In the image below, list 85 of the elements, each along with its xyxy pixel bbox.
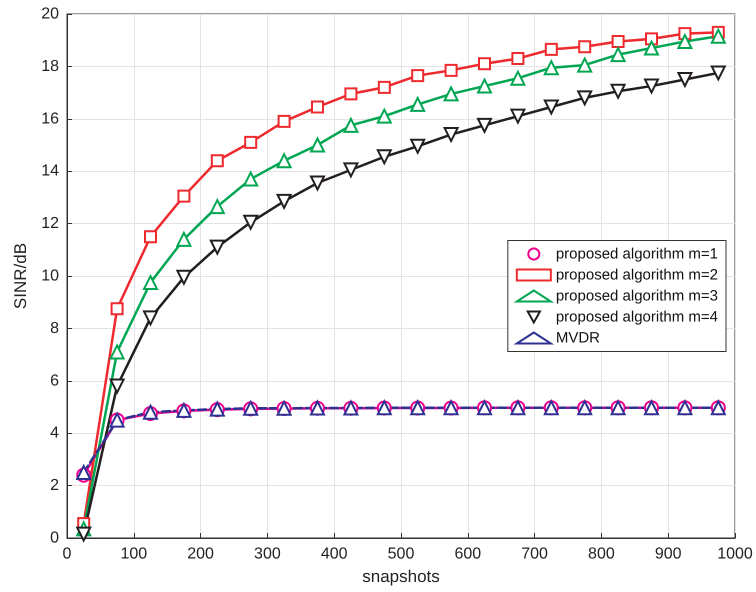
point [444, 127, 459, 142]
y-tick-label: 20 [41, 6, 60, 22]
point [243, 172, 258, 187]
x-tick-label: 100 [120, 546, 148, 562]
point [644, 40, 659, 56]
point [344, 87, 358, 100]
y-tick-label: 2 [50, 477, 60, 494]
point [177, 190, 190, 203]
x-tick-label: 500 [388, 546, 414, 562]
y-tick-label: 4 [50, 424, 60, 442]
point [376, 149, 392, 164]
point [411, 69, 424, 82]
point [210, 154, 224, 168]
point [110, 302, 124, 316]
point [544, 42, 558, 56]
point [143, 275, 158, 290]
point [478, 57, 491, 70]
point [176, 232, 192, 247]
point [76, 526, 92, 542]
legend-label: proposed algorithm m=2 [556, 266, 718, 284]
x-tick-label: 400 [320, 546, 348, 562]
point [544, 100, 559, 115]
point [511, 52, 524, 66]
point [343, 118, 358, 133]
y-tick-label: 18 [41, 58, 60, 75]
point [276, 194, 292, 209]
point [612, 35, 625, 48]
x-axis-title: snapshots [362, 567, 440, 586]
x-tick-label: 0 [62, 546, 72, 562]
point [710, 65, 726, 80]
point [110, 344, 125, 360]
point [278, 114, 291, 128]
x-tick-label: 300 [254, 546, 281, 562]
y-axis-title: SINR/dB [11, 242, 30, 310]
point [410, 96, 426, 112]
y-tick-label: 6 [50, 372, 60, 390]
legend-label: proposed algorithm m=3 [556, 288, 718, 304]
x-tick-label: 800 [588, 546, 615, 562]
x-tick-label: 1000 [717, 546, 753, 562]
point [310, 175, 325, 190]
point [677, 34, 692, 50]
point [510, 70, 526, 86]
point [577, 58, 592, 73]
point [343, 162, 358, 178]
point [577, 90, 592, 106]
point [378, 80, 391, 94]
legend-label: proposed algorithm m=1 [556, 246, 718, 262]
point [544, 60, 559, 76]
x-tick-label: 600 [454, 546, 482, 562]
point [444, 64, 458, 77]
point [444, 86, 459, 102]
point [710, 28, 726, 44]
y-tick-label: 12 [41, 215, 60, 232]
point [310, 138, 325, 152]
point [610, 47, 626, 62]
point [510, 108, 526, 124]
legend-label: MVDR [556, 330, 600, 346]
point [76, 465, 92, 480]
x-tick-label: 200 [187, 546, 214, 562]
point [143, 310, 158, 326]
point [376, 108, 392, 124]
point [244, 136, 258, 149]
point [677, 72, 692, 87]
point [276, 153, 292, 168]
y-tick-label: 14 [41, 162, 60, 180]
point [144, 230, 157, 244]
y-tick-label: 8 [50, 320, 60, 337]
x-tick-label: 700 [521, 546, 548, 562]
point [578, 40, 592, 54]
point [210, 199, 225, 214]
point [311, 100, 324, 114]
point [477, 118, 492, 133]
point [410, 138, 426, 154]
point [644, 78, 659, 94]
x-tick-label: 900 [654, 546, 682, 562]
point [243, 214, 258, 230]
point [477, 78, 492, 94]
point [110, 378, 125, 394]
y-tick-label: 0 [50, 530, 60, 546]
point [210, 240, 225, 255]
legend-label: proposed algorithm m=4 [556, 308, 718, 326]
y-tick-label: 16 [41, 110, 60, 128]
y-tick-label: 10 [41, 268, 60, 284]
point [610, 84, 626, 99]
point [176, 270, 192, 285]
